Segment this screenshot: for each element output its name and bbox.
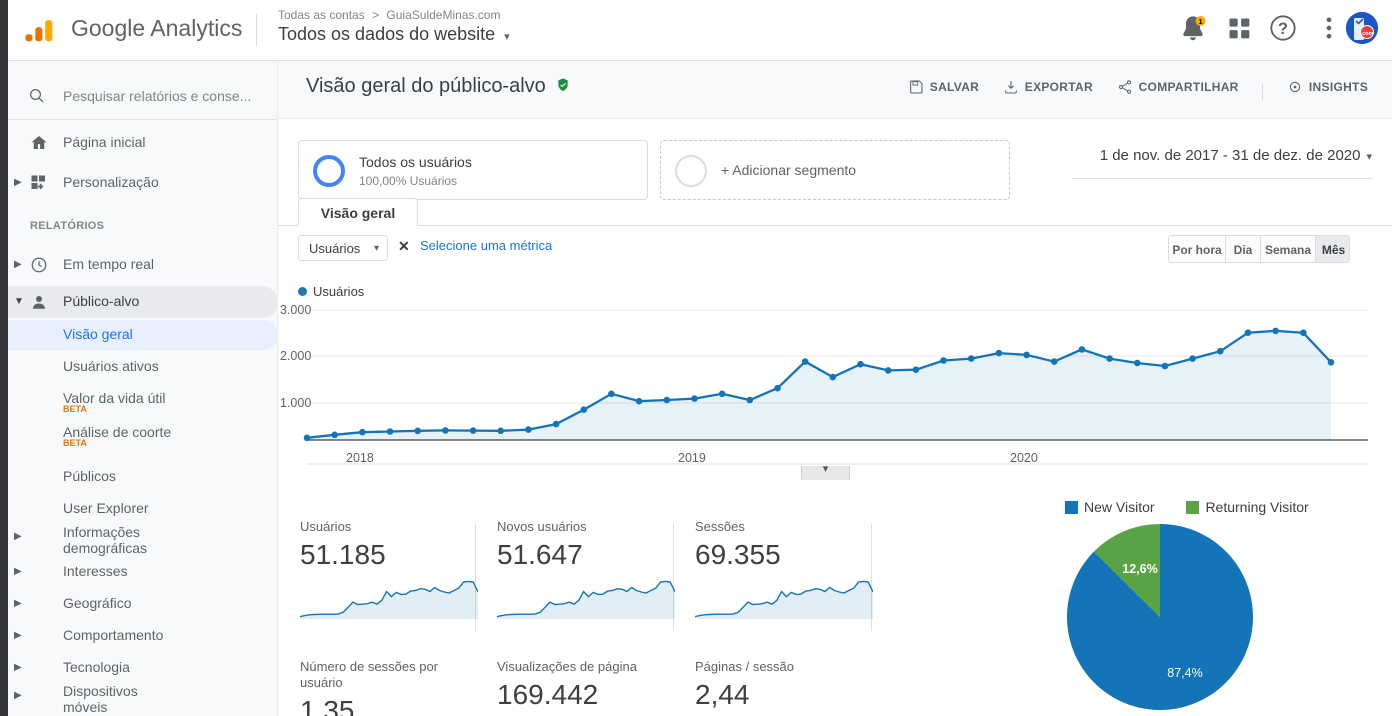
svg-text:?: ? <box>1278 20 1288 38</box>
svg-text:87,4%: 87,4% <box>1167 666 1202 680</box>
svg-text:1: 1 <box>1199 17 1203 26</box>
svg-text:2019: 2019 <box>678 451 706 465</box>
svg-text:1.000: 1.000 <box>280 396 311 410</box>
svg-text:3.000: 3.000 <box>280 303 311 317</box>
svg-text:2.000: 2.000 <box>280 349 311 363</box>
svg-text:2018: 2018 <box>346 451 374 465</box>
svg-text:.com: .com <box>1361 31 1374 37</box>
svg-text:12,6%: 12,6% <box>1122 562 1157 576</box>
svg-text:2020: 2020 <box>1010 451 1038 465</box>
